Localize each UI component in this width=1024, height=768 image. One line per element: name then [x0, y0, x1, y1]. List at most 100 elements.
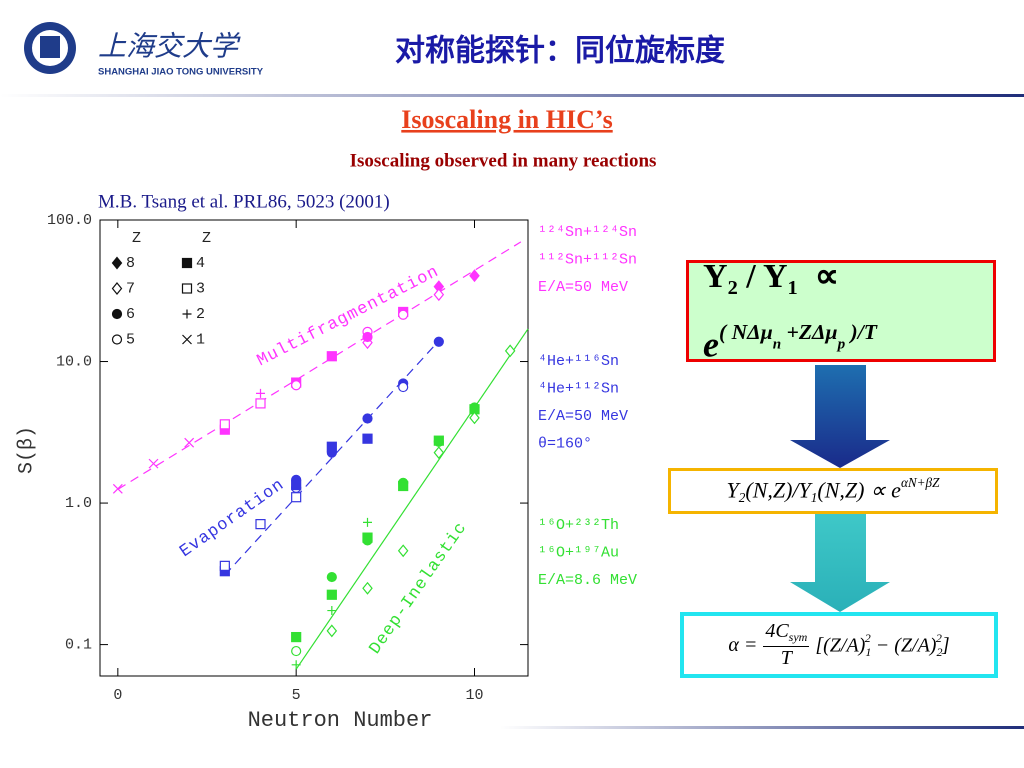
y-axis-label: S(β) [15, 426, 38, 474]
formula-part: 1 [810, 490, 818, 506]
formula-part: (N,Z)/Y [745, 477, 811, 503]
x-tick-label: 5 [292, 687, 301, 704]
point [504, 344, 516, 358]
formula-part: 2 [936, 644, 943, 659]
formula: Y2(N,Z)/Y1(N,Z) ∝ eαN+βZ [727, 475, 940, 506]
point [326, 447, 337, 458]
point [469, 411, 480, 425]
series-label: Multifragmentation [254, 263, 442, 371]
point [397, 544, 409, 558]
legend-label: 5 [126, 331, 135, 348]
point [291, 492, 302, 503]
point [433, 336, 444, 347]
point [256, 388, 265, 398]
legend-label: 2 [196, 306, 205, 323]
point [433, 446, 445, 460]
legend-label: 7 [126, 280, 135, 297]
point [184, 437, 195, 448]
footer-rule [500, 726, 1024, 729]
legend-marker [182, 334, 192, 345]
point [219, 419, 230, 430]
citation: M.B. Tsang et al. PRL86, 5023 (2001) [98, 191, 390, 212]
formula-part: p [837, 336, 846, 353]
x-tick-label: 10 [465, 687, 483, 704]
formula-part: sym [788, 630, 808, 645]
legend-label: 6 [126, 306, 135, 323]
formula-part: e [703, 324, 719, 365]
formula-part: [(Z/A) [815, 634, 866, 657]
y-tick-label: 0.1 [65, 637, 92, 654]
legend-title: Z [202, 230, 211, 247]
point [362, 331, 373, 343]
formula-part: − (Z/A) [870, 634, 937, 657]
legend-label: 8 [126, 255, 135, 272]
logo-emblem [40, 36, 60, 58]
formula-box: Y2(N,Z)/Y1(N,Z) ∝ eαN+βZ [668, 468, 998, 514]
point [255, 398, 266, 409]
fraction: 4Csym T [763, 620, 810, 669]
header-rule [0, 94, 1024, 97]
point [291, 660, 301, 670]
formula-part: 1 [787, 277, 798, 300]
legend-label: 4 [196, 255, 205, 272]
series-label: Evaporation [177, 476, 289, 562]
formula-part: (N,Z) ∝ e [817, 477, 901, 503]
point [362, 535, 373, 546]
point [291, 479, 302, 491]
formula-part: ∝ [797, 258, 840, 296]
point [255, 519, 266, 530]
point [362, 581, 373, 595]
plot-frame [99, 219, 529, 677]
point [469, 269, 480, 283]
y-tick-label: 10.0 [56, 354, 92, 371]
fit-line [224, 340, 440, 576]
point [433, 288, 445, 302]
formula-part: ( NΔμ [718, 320, 773, 345]
formula-part: 4C [765, 620, 789, 643]
formula-box: Y2 / Y1 ∝ e( NΔμn +ZΔμp )/T [686, 258, 996, 365]
annotation: ¹²⁴Sn+¹²⁴Sn [538, 224, 637, 241]
formula-part: +ZΔμ [781, 320, 838, 345]
formula-line: Y2 / Y1 ∝ [703, 255, 839, 310]
denominator: T [780, 646, 792, 669]
annotation: ¹⁶O+¹⁹⁷Au [538, 544, 619, 561]
point [362, 433, 373, 444]
university-en: SHANGHAI JIAO TONG UNIVERSITY [98, 67, 264, 78]
university-cn: 上海交大学 [98, 30, 241, 63]
formula-part: Y [726, 477, 739, 503]
formula-part: ] [941, 634, 950, 657]
legend-label: 1 [196, 331, 205, 348]
fit-line [295, 328, 529, 670]
formula-part: αN+βZ [900, 475, 940, 491]
formula-part: Y [703, 258, 728, 296]
annotation: E/A=8.6 MeV [538, 572, 637, 589]
point [326, 351, 337, 362]
point [112, 483, 123, 494]
legend-marker [111, 256, 123, 270]
point [433, 435, 444, 446]
point [363, 517, 372, 527]
legend-marker [111, 282, 123, 295]
formula-part: 2 [864, 630, 871, 645]
point [291, 380, 302, 391]
formula-part: 2 [935, 630, 942, 645]
legend-marker [181, 283, 193, 294]
arrow [790, 513, 890, 612]
formula-rhs: [(Z/A)12 − (Z/A)22] [815, 631, 949, 660]
x-tick-label: 0 [113, 687, 122, 704]
point [327, 606, 337, 616]
formula-part: / Y [737, 258, 788, 296]
legend-title: Z [132, 230, 141, 247]
legend-marker [111, 308, 123, 320]
point [219, 560, 230, 571]
formula-part: n [772, 336, 782, 353]
annotation: ⁴He+¹¹²Sn [538, 380, 619, 397]
legend-marker [111, 334, 123, 345]
legend-marker [181, 257, 193, 269]
point [398, 480, 409, 492]
formula-lhs: α = [728, 633, 758, 656]
formula-part: 1 [865, 644, 872, 659]
annotation: E/A=50 MeV [538, 279, 628, 296]
fit-line [117, 241, 522, 490]
